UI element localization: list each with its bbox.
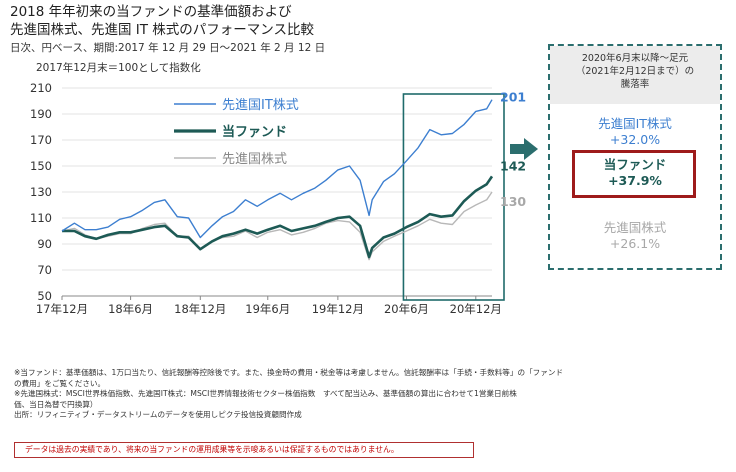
x-tick-label: 18年6月: [108, 302, 153, 316]
footnote-line: ※当ファンド：基準価額は、1万口当たり、信託報酬等控除後です。また、換金時の費用…: [14, 368, 564, 377]
y-tick-label: 130: [30, 185, 52, 199]
legend-label: 先進国IT株式: [222, 98, 299, 113]
x-tick-label: 20年6月: [384, 302, 429, 316]
y-tick-label: 50: [37, 289, 52, 303]
arrow-shaft: [510, 144, 524, 154]
header-line-2: （2021年2月12日まで）の: [575, 66, 695, 77]
series-line-1: [61, 99, 493, 239]
it-equity-name: 先進国IT株式: [598, 116, 672, 131]
y-tick-label: 190: [30, 107, 52, 121]
title-line-2: 先進国株式、先進国 IT 株式のパフォーマンス比較: [10, 22, 315, 38]
y-tick-label: 170: [30, 133, 52, 147]
equity-return: +26.1%: [609, 236, 661, 251]
chart-title: 2018 年年初来の当ファンドの基準価額および 先進国株式、先進国 IT 株式の…: [10, 3, 314, 39]
x-tick-label: 18年12月: [174, 302, 226, 316]
equity-name: 先進国株式: [603, 220, 667, 235]
it-equity-return: +32.0%: [609, 132, 661, 147]
footnote-line: 出所：リフィニティブ・データストリームのデータを使用しピクテ投信投資顧問作成: [14, 410, 302, 419]
y-tick-label: 90: [37, 237, 52, 251]
header-line-1: 2020年6月末以降～足元: [581, 53, 689, 64]
return-summary-header: 2020年6月末以降～足元 （2021年2月12日まで）の 騰落率: [550, 46, 720, 104]
x-tick-label: 17年12月: [36, 302, 88, 316]
highlight-period-box: [402, 93, 505, 301]
return-summary-panel: 2020年6月末以降～足元 （2021年2月12日まで）の 騰落率 先進国IT株…: [548, 44, 722, 270]
series-end-label: 142: [500, 158, 526, 173]
footnote-line: ※先進国株式：MSCI世界株価指数、先進国IT株式：MSCI世界情報技術セクター…: [14, 389, 517, 398]
disclaimer: データは過去の実績であり、将来の当ファンドの運用成果等を示唆あるいは保証するもの…: [14, 442, 474, 458]
footnote-line: の費用」をご覧ください。: [14, 378, 106, 388]
fund-return: +37.9%: [608, 173, 662, 188]
header-line-3: 騰落率: [620, 79, 650, 90]
y-tick-label: 150: [30, 159, 52, 173]
index-note: 2017年12月末＝100として指数化: [36, 62, 201, 74]
legend-label: 先進国株式: [222, 152, 287, 167]
x-tick-label: 20年12月: [450, 302, 502, 316]
footnote-line: 価、当日為替で円換算）: [14, 399, 98, 409]
x-tick-label: 19年6月: [245, 302, 290, 316]
arrow-head: [524, 138, 538, 160]
title-line-1: 2018 年年初来の当ファンドの基準価額および: [10, 4, 292, 20]
chart-subtitle: 日次、円ベース、期間:2017 年 12 月 29 日～2021 年 2 月 1…: [10, 42, 326, 54]
legend-label: 当ファンド: [222, 124, 287, 140]
fund-name: 当ファンド: [603, 157, 667, 172]
series-end-label: 130: [500, 194, 526, 209]
y-tick-label: 110: [30, 211, 52, 225]
x-tick-label: 19年12月: [312, 302, 364, 316]
footnotes: ※当ファンド：基準価額は、1万口当たり、信託報酬等控除後です。また、換金時の費用…: [14, 368, 563, 421]
y-tick-label: 210: [30, 81, 52, 95]
series-line-2: [62, 175, 494, 259]
y-tick-label: 70: [37, 263, 52, 277]
series-end-label: 201: [500, 90, 526, 105]
fund-highlight-box: [572, 150, 696, 198]
